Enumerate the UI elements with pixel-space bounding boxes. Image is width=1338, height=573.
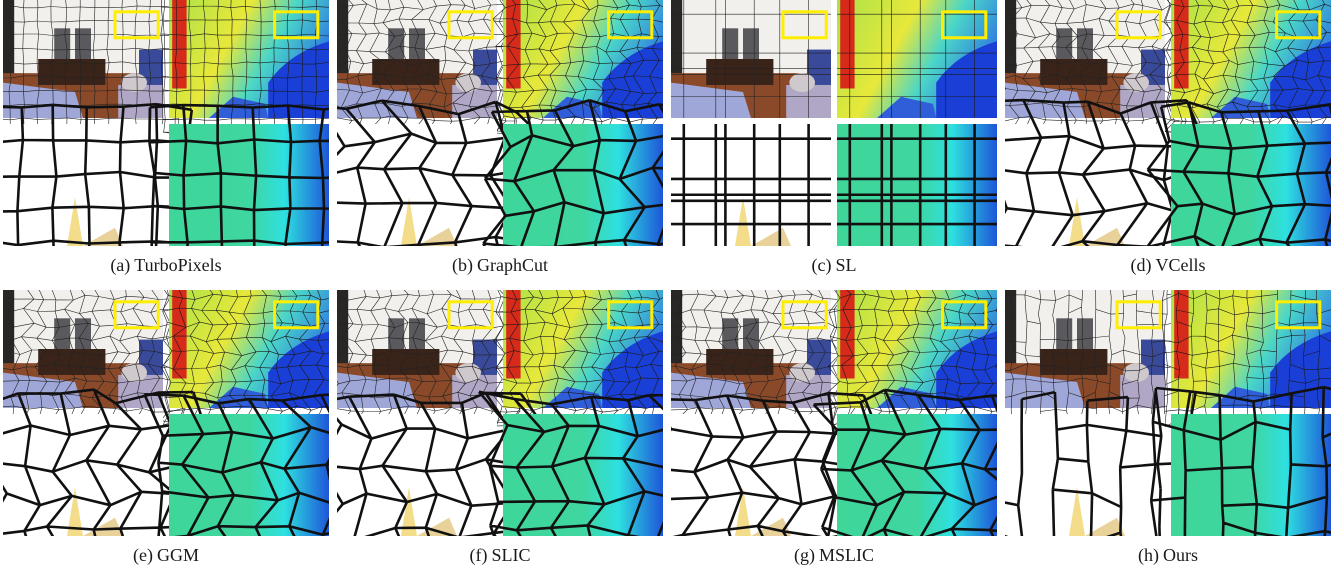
panel-images <box>337 0 663 246</box>
depth-zoom-image <box>482 98 663 246</box>
figure-panel: (f) SLIC <box>337 290 663 570</box>
depth-zoom-image <box>1149 385 1331 536</box>
panel-caption-method: SL <box>835 255 857 275</box>
panel-images <box>3 0 329 246</box>
depth-overview-image <box>1162 290 1331 427</box>
depth-overview-image <box>160 290 329 425</box>
room-overview-image <box>337 290 521 426</box>
room-zoom-image <box>1005 98 1209 246</box>
room-zoom-image <box>337 391 544 536</box>
panel-caption: (c) SL <box>671 254 997 276</box>
room-zoom-image <box>3 388 214 536</box>
room-overview-image <box>337 0 522 136</box>
room-overview-image <box>1005 290 1182 427</box>
panel-caption-tag: (b) <box>452 255 473 275</box>
panel-images <box>671 0 997 246</box>
panel-caption-method: VCells <box>1155 255 1206 275</box>
figure-panel: (b) GraphCut <box>337 0 663 280</box>
room-zoom-image <box>671 124 831 246</box>
panel-caption: (f) SLIC <box>337 544 663 566</box>
room-zoom-image <box>1005 389 1197 536</box>
depth-overview-image <box>827 290 997 426</box>
figure-panel: (e) GGM <box>3 290 329 570</box>
panel-caption-method: Ours <box>1163 545 1198 565</box>
depth-overview-image <box>160 0 329 135</box>
depth-zoom-image <box>1146 101 1331 246</box>
panel-images <box>1005 0 1331 246</box>
panel-caption-tag: (h) <box>1138 545 1159 565</box>
panel-caption-tag: (c) <box>811 255 832 275</box>
room-overview-image <box>3 290 189 426</box>
panel-caption-tag: (g) <box>793 545 815 565</box>
figure-panel: (d) VCells <box>1005 0 1331 280</box>
depth-zoom-image <box>837 124 997 246</box>
panel-caption-tag: (d) <box>1130 255 1152 275</box>
room-overview-image <box>3 0 180 135</box>
panel-caption: (g) MSLIC <box>671 544 997 566</box>
depth-zoom-image <box>148 103 329 246</box>
figure-panel: (g) MSLIC <box>671 290 997 570</box>
room-zoom-image <box>3 102 194 246</box>
depth-overview-image <box>492 290 663 427</box>
panel-images <box>671 290 997 536</box>
depth-overview-image <box>1160 0 1331 137</box>
depth-overview-image <box>492 0 663 136</box>
room-overview-image <box>671 0 831 118</box>
room-overview-image <box>1005 0 1191 137</box>
panel-caption-tag: (f) <box>469 545 488 565</box>
panel-caption-tag: (a) <box>110 255 131 275</box>
figure-panel: (c) SL <box>671 0 997 280</box>
panel-images <box>337 290 663 536</box>
panel-caption-method: GGM <box>156 545 199 565</box>
room-overview-image <box>671 290 856 427</box>
panel-images <box>3 290 329 536</box>
depth-zoom-image <box>143 393 329 536</box>
depth-zoom-image <box>812 388 997 536</box>
room-zoom-image <box>671 391 881 536</box>
panel-caption: (a) TurboPixels <box>3 254 329 276</box>
panel-caption: (e) GGM <box>3 544 329 566</box>
panel-caption: (d) VCells <box>1005 254 1331 276</box>
panel-caption-method: SLIC <box>491 545 531 565</box>
depth-zoom-image <box>478 390 663 536</box>
panel-caption-method: GraphCut <box>477 255 548 275</box>
panel-caption: (b) GraphCut <box>337 254 663 276</box>
depth-overview-image <box>837 0 997 118</box>
figure-panel: (h) Ours <box>1005 290 1331 570</box>
panel-images <box>1005 290 1331 536</box>
panel-caption-tag: (e) <box>133 545 153 565</box>
room-zoom-image <box>337 99 549 246</box>
panel-caption-method: MSLIC <box>818 545 874 565</box>
panel-caption: (h) Ours <box>1005 544 1331 566</box>
figure-panel: (a) TurboPixels <box>3 0 329 280</box>
panel-caption-method: TurboPixels <box>134 255 222 275</box>
